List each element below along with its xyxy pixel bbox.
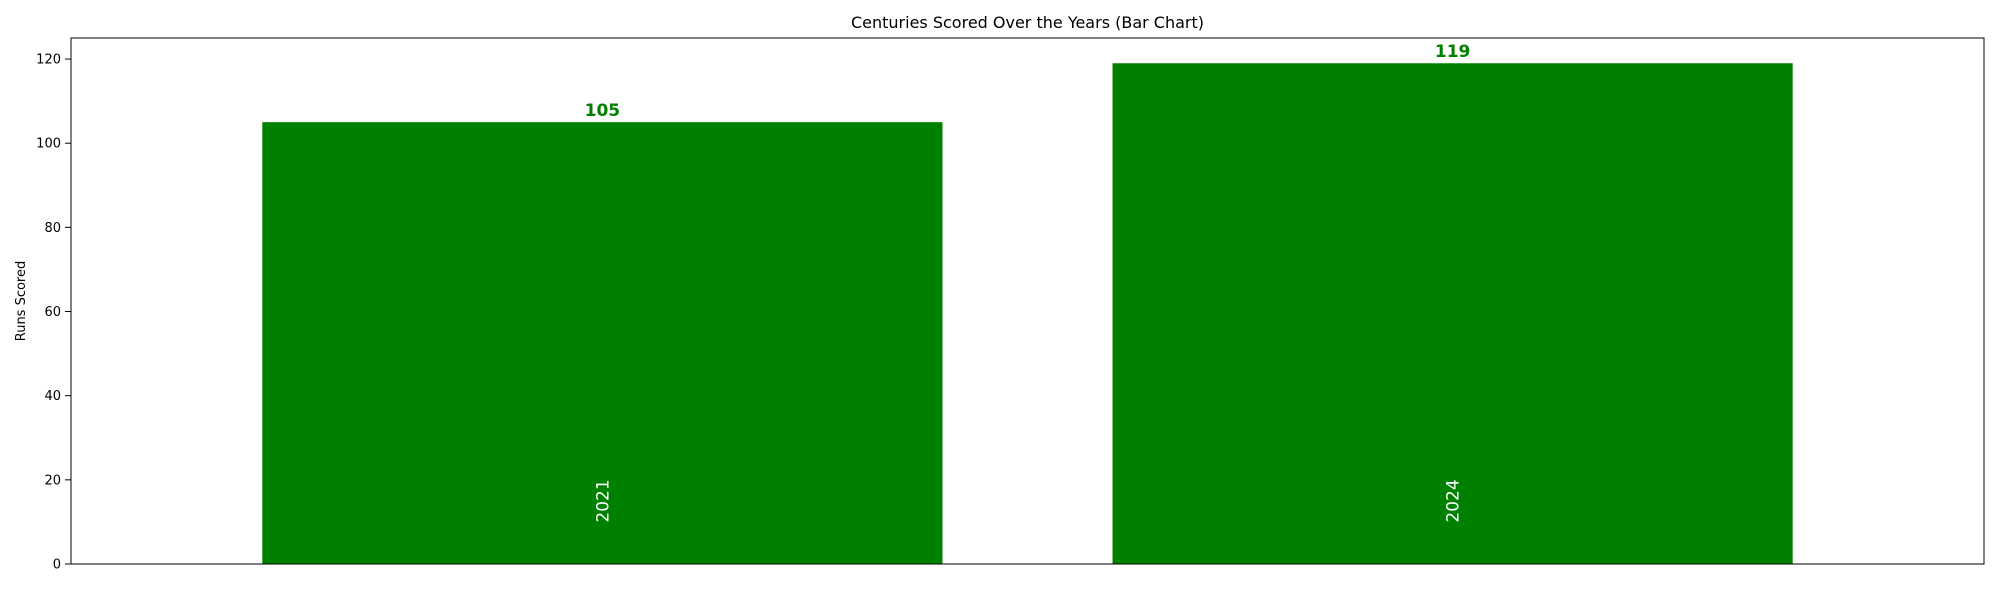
bar-2024 — [1112, 63, 1793, 565]
y-tick-label: 0 — [53, 558, 61, 573]
y-tick-label: 20 — [44, 473, 61, 488]
y-axis-label: Runs Scored — [14, 261, 29, 342]
bar-value-label: 119 — [1435, 42, 1471, 62]
y-axis-ticks: 0 20 40 60 80 100 120 — [36, 53, 71, 573]
y-tick-label: 60 — [44, 305, 61, 320]
y-tick-label: 80 — [44, 221, 61, 236]
bars: 105 2021 119 2024 — [262, 42, 1793, 565]
bar-category-label: 2024 — [1444, 479, 1464, 522]
chart-title: Centuries Scored Over the Years (Bar Cha… — [851, 13, 1204, 32]
plot-frame — [70, 37, 1985, 565]
bar-value-label: 105 — [585, 101, 621, 121]
y-tick-label: 120 — [36, 53, 61, 68]
bar-2021 — [262, 122, 943, 564]
y-tick-label: 40 — [44, 389, 61, 404]
bar-category-label: 2021 — [593, 479, 613, 522]
y-tick-label: 100 — [36, 137, 61, 152]
